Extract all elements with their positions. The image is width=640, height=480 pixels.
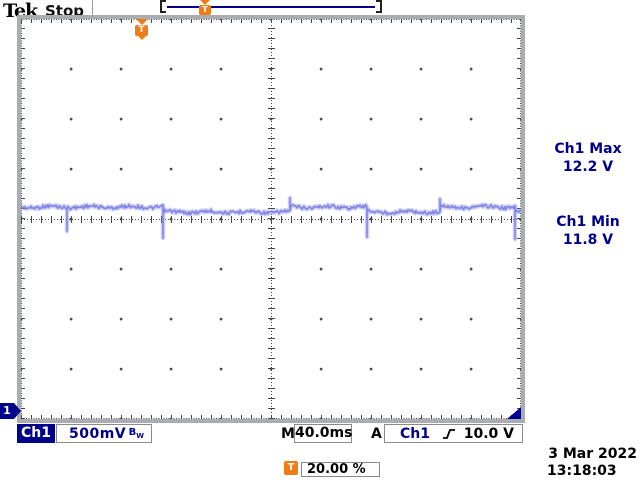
graticule-frame	[17, 15, 525, 423]
trigger-position-t-icon: T	[284, 461, 298, 475]
trigger-level-value: 10.0 V	[463, 425, 514, 442]
record-view-bar: T	[160, 0, 382, 15]
channel1-marker-number: 1	[0, 403, 14, 419]
trigger-arrow-icon	[200, 0, 210, 5]
datetime: 3 Mar 2022 13:18:03	[540, 446, 637, 479]
trigger-a-label: A	[371, 426, 382, 442]
measurement-label: Ch1 Max	[554, 141, 622, 157]
record-window-left-bracket-icon	[160, 0, 166, 13]
record-view-line	[167, 6, 375, 8]
waveform	[21, 195, 521, 242]
channel1-scale-readout: 500mV BW	[56, 424, 152, 443]
header-separator	[92, 0, 93, 15]
measurement-label: Ch1 Min	[556, 214, 620, 230]
graticule-center-vertical-axis	[268, 19, 275, 419]
measurement-value: 12.2 V	[562, 159, 614, 175]
bandwidth-limit-icon: BW	[128, 427, 144, 440]
trigger-source: Ch1	[400, 425, 430, 442]
channel1-ground-marker-icon: 1	[0, 403, 21, 419]
waveform-trace	[21, 197, 521, 240]
channel1-badge: Ch1	[17, 424, 55, 443]
trigger-position-readout: 20.00 %	[301, 462, 380, 477]
trigger-t-badge: T	[135, 25, 148, 36]
record-window-right-bracket-icon	[376, 0, 382, 13]
rising-edge-slope-icon	[442, 427, 456, 441]
trigger-level-marker-icon	[507, 407, 521, 419]
trigger-t-badge: T	[199, 5, 211, 15]
waveform-halo	[21, 195, 521, 242]
trigger-horizontal-position-marker-icon: T	[135, 19, 148, 40]
timebase-readout: 40.0ms	[294, 424, 353, 443]
date-value: 3 Mar 2022	[548, 446, 637, 462]
trigger-marker-tip-icon	[137, 36, 146, 40]
channel1-scale-value: 500mV	[69, 425, 127, 442]
measurement-ch1-min: Ch1 Min 11.8 V	[540, 214, 636, 248]
time-value: 13:18:03	[547, 463, 617, 479]
record-trigger-position-marker-icon: T	[199, 0, 211, 15]
timebase-m-label: M	[281, 426, 295, 442]
trigger-readout: Ch1 10.0 V	[384, 424, 523, 443]
channel1-marker-arrow-icon	[14, 403, 21, 419]
graticule: T	[21, 19, 521, 419]
measurement-value: 11.8 V	[562, 232, 614, 248]
trigger-arrow-icon	[135, 19, 148, 25]
measurement-ch1-max: Ch1 Max 12.2 V	[540, 141, 636, 175]
